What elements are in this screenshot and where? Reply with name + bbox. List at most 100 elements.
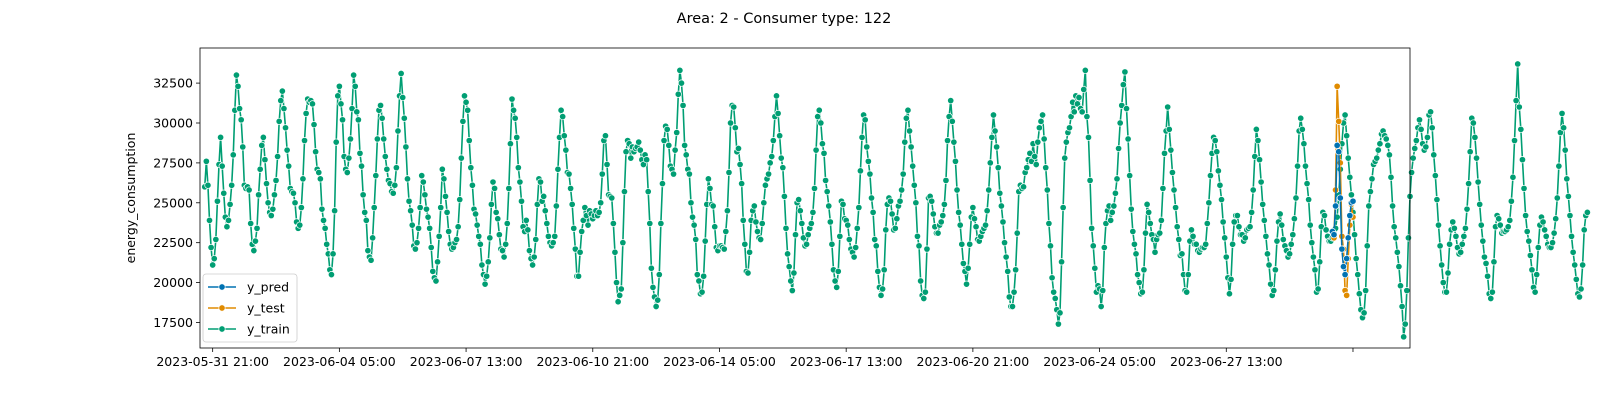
data-point [886,197,895,205]
data-point [1271,266,1279,274]
data-point [1249,186,1257,194]
data-point [787,277,795,285]
data-point [1265,261,1273,269]
data-point [871,235,879,244]
data-point [462,98,470,106]
data-point [565,170,573,178]
data-point [394,127,402,135]
data-point [1206,172,1215,180]
data-point [1172,204,1180,212]
data-point [468,181,476,189]
data-point [1320,212,1329,220]
data-point [1135,279,1143,287]
data-point [549,239,557,247]
data-point [422,205,431,213]
data-point [730,103,738,111]
data-point [1558,109,1566,117]
data-point [1051,294,1059,303]
data-point [1276,210,1284,218]
data-point [942,176,950,185]
data-point [788,286,796,295]
data-point [1458,240,1466,248]
data-point [205,216,214,224]
data-point [1039,111,1047,119]
data-point [1314,285,1322,293]
data-point [825,202,833,210]
legend-swatch-marker [218,325,226,333]
data-point [568,200,576,208]
data-point [595,208,603,216]
data-point [899,170,907,178]
data-point [350,71,358,79]
data-point [1343,255,1351,263]
data-point [972,223,980,231]
data-point [467,164,475,172]
data-point [1469,119,1477,127]
data-point [1130,240,1138,248]
data-point [383,165,391,173]
data-point [408,221,416,229]
data-point [1352,255,1360,263]
data-point [584,221,592,229]
data-point [1400,333,1408,341]
data-point [1278,221,1286,229]
data-point [1035,124,1043,132]
data-point [1111,189,1119,197]
data-point [757,235,765,244]
data-point [1010,288,1018,296]
data-point [993,143,1001,151]
data-point [839,200,847,208]
data-point [517,197,526,205]
data-point [803,240,811,248]
data-point [1341,111,1349,119]
data-point [1343,132,1351,140]
data-point [812,146,820,154]
data-point [472,210,480,218]
data-point [1160,149,1169,157]
data-point [1561,146,1569,154]
data-point [1287,240,1295,248]
data-point [700,272,708,280]
data-point [1512,97,1520,105]
data-point [234,82,242,90]
data-point [1202,240,1210,248]
data-point [1217,196,1226,204]
data-point [1115,144,1123,153]
data-point [275,117,283,125]
data-point [1484,272,1492,280]
data-point [904,106,912,114]
data-point [1270,286,1278,295]
data-point [739,216,747,224]
data-point [316,175,324,183]
data-point [1121,68,1129,76]
data-point [1566,212,1574,220]
data-point [1417,125,1425,133]
data-point [476,240,484,248]
data-point [354,116,362,124]
data-point [1482,259,1490,267]
x-tick-label: 2023-06-24 05:00 [1043,354,1156,369]
data-point [1008,302,1017,311]
data-point [1157,216,1165,224]
data-point [1427,108,1435,116]
data-point [1219,218,1227,226]
data-point [1344,234,1352,242]
data-point [760,199,768,207]
data-point [907,143,915,151]
data-point [491,184,499,192]
data-point [690,221,698,229]
data-point [407,207,415,215]
data-point [966,240,974,248]
data-point [1089,242,1097,250]
data-point [1428,124,1436,132]
data-point [654,296,662,304]
data-point [343,168,351,177]
data-point [1056,309,1064,317]
data-point [753,227,762,236]
data-point [267,212,275,220]
data-point [1248,208,1256,216]
data-point [947,97,955,105]
data-point [736,160,744,169]
data-point [852,243,860,252]
data-point [500,253,508,261]
